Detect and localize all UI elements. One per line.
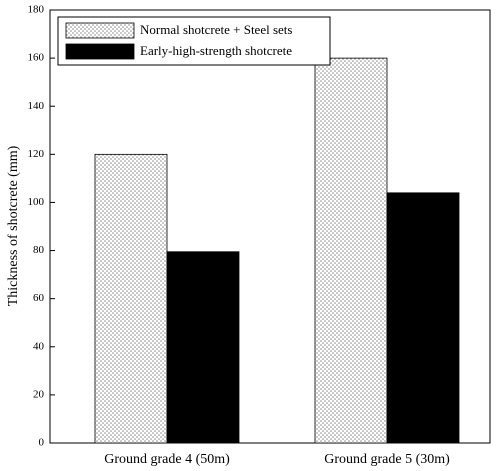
y-tick-label: 180 (28, 4, 45, 16)
y-tick-label: 140 (28, 100, 45, 112)
y-tick-label: 60 (33, 292, 45, 304)
x-tick-label: Ground grade 4 (50m) (104, 452, 230, 467)
y-tick-label: 40 (33, 340, 45, 352)
x-tick-label: Ground grade 5 (30m) (324, 452, 450, 467)
legend-label: Early-high-strength shotcrete (140, 43, 292, 58)
legend-swatch (65, 22, 135, 39)
plot-frame (49, 9, 491, 444)
y-tick-label: 20 (33, 388, 45, 400)
legend-swatch (65, 43, 135, 60)
legend-label: Normal shotcrete + Steel sets (140, 22, 292, 37)
bar (386, 192, 460, 444)
bar (314, 57, 388, 444)
bar (166, 251, 240, 444)
y-tick-label: 80 (33, 244, 45, 256)
y-tick-label: 100 (28, 196, 45, 208)
y-tick-label: 0 (39, 437, 45, 449)
y-tick-label: 160 (28, 52, 45, 64)
y-tick-label: 120 (28, 148, 45, 160)
bar (94, 153, 168, 444)
y-axis-title: Thickness of shotcrete (mm) (6, 145, 21, 306)
